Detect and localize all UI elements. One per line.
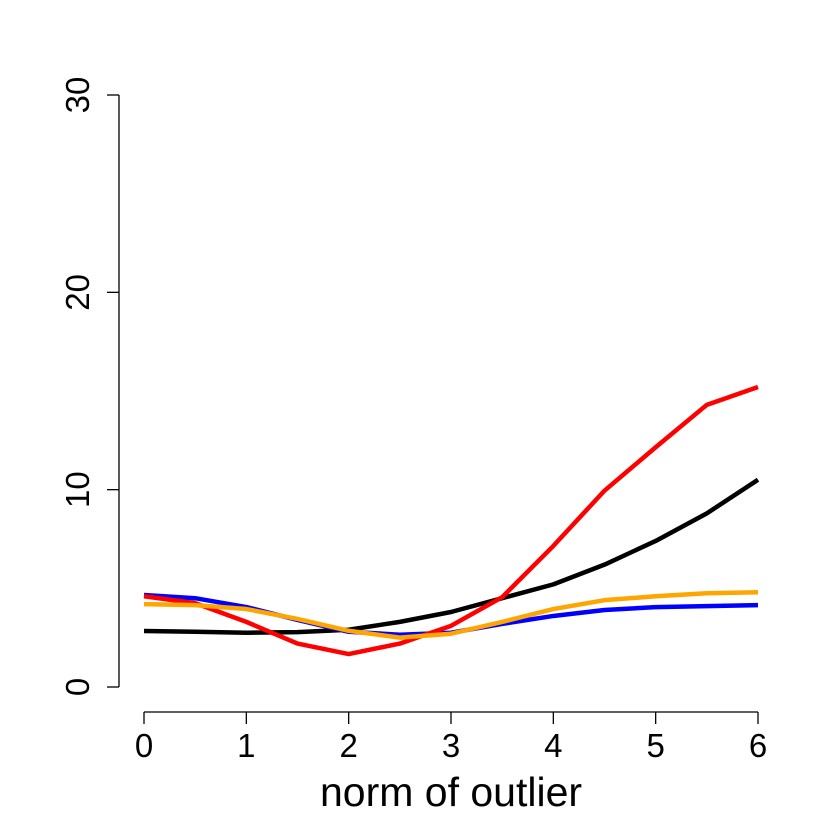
series-line <box>143 477 760 635</box>
series-line <box>143 384 759 657</box>
x-tick-label: 4 <box>544 727 562 764</box>
x-tick-label: 2 <box>339 727 357 764</box>
x-tick-label: 3 <box>442 727 460 764</box>
x-axis-label: norm of outlier <box>320 769 582 815</box>
x-tick-label: 1 <box>237 727 255 764</box>
y-tick-label: 30 <box>59 77 96 114</box>
y-tick-label: 0 <box>59 678 96 696</box>
x-tick-label: 0 <box>135 727 153 764</box>
y-tick-label: 20 <box>59 274 96 311</box>
series-line <box>143 590 759 640</box>
x-tick-label: 6 <box>749 727 767 764</box>
y-tick-label: 10 <box>59 471 96 508</box>
series-line <box>143 592 759 637</box>
x-tick-label: 5 <box>646 727 664 764</box>
